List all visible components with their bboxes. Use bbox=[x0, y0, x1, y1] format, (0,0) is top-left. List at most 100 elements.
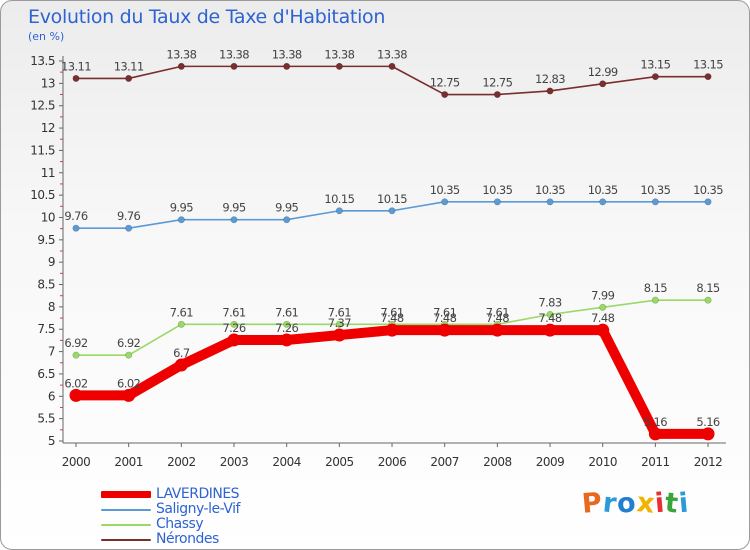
series-line-laverdines bbox=[71, 325, 714, 439]
y-tick-label: 12 bbox=[41, 121, 55, 135]
data-label: 13.38 bbox=[219, 47, 249, 61]
y-tick-label: 7 bbox=[48, 345, 55, 359]
data-label: 10.35 bbox=[640, 183, 670, 197]
y-tick-label: 9 bbox=[48, 255, 55, 269]
data-label: 13.38 bbox=[166, 47, 196, 61]
data-label: 7.48 bbox=[433, 311, 456, 325]
y-tick-label: 8.5 bbox=[37, 278, 55, 292]
data-label: 7.61 bbox=[275, 305, 298, 319]
data-label: 7.61 bbox=[486, 305, 509, 319]
y-tick-label: 6 bbox=[48, 389, 55, 403]
data-label: 9.95 bbox=[170, 201, 193, 215]
data-label: 7.61 bbox=[433, 305, 456, 319]
series-point bbox=[335, 320, 343, 328]
series-point bbox=[335, 62, 343, 70]
data-label: 13.11 bbox=[114, 59, 144, 73]
chart-title: Evolution du Taux de Taxe d'Habitation bbox=[28, 6, 386, 28]
chart-unit-label: (en %) bbox=[28, 30, 65, 43]
data-label: 7.61 bbox=[328, 305, 351, 319]
data-label: 10.35 bbox=[693, 183, 723, 197]
data-label: 7.48 bbox=[380, 311, 403, 325]
data-label: 8.15 bbox=[644, 281, 667, 295]
data-label: 7.83 bbox=[538, 295, 561, 309]
y-tick-label: 12.5 bbox=[30, 99, 55, 113]
data-label: 13.38 bbox=[324, 47, 354, 61]
data-label: 7.99 bbox=[591, 288, 614, 302]
series-point bbox=[441, 91, 449, 99]
data-label: 10.15 bbox=[324, 192, 354, 206]
data-label: 7.48 bbox=[591, 311, 614, 325]
data-label: 7.37 bbox=[328, 316, 351, 330]
series-point bbox=[230, 216, 238, 224]
data-label: 7.48 bbox=[538, 311, 561, 325]
data-label: 6.02 bbox=[117, 376, 140, 390]
y-tick-label: 13.5 bbox=[30, 54, 55, 68]
series-point bbox=[388, 207, 396, 215]
data-label: 12.75 bbox=[430, 76, 460, 90]
series-point bbox=[177, 62, 185, 70]
series-point bbox=[651, 296, 659, 304]
x-tick-label: 2001 bbox=[114, 455, 143, 469]
x-tick-label: 2008 bbox=[483, 455, 512, 469]
series-point bbox=[125, 224, 133, 232]
series-point bbox=[174, 358, 188, 372]
y-tick-label: 11.5 bbox=[30, 143, 55, 157]
y-tick-label: 8 bbox=[48, 300, 55, 314]
data-label: 5.16 bbox=[644, 415, 667, 429]
series-point bbox=[599, 303, 607, 311]
legend-swatch bbox=[101, 491, 151, 498]
data-label: 10.35 bbox=[430, 183, 460, 197]
legend-swatch bbox=[101, 524, 151, 526]
x-tick-label: 2003 bbox=[220, 455, 249, 469]
series-point bbox=[704, 198, 712, 206]
y-tick-label: 10.5 bbox=[30, 188, 55, 202]
x-tick-label: 2009 bbox=[536, 455, 565, 469]
data-label: 13.11 bbox=[61, 59, 91, 73]
data-label: 7.26 bbox=[222, 321, 245, 335]
y-tick-label: 11 bbox=[41, 166, 55, 180]
series-point bbox=[651, 73, 659, 81]
x-tick-label: 2012 bbox=[694, 455, 723, 469]
series-point bbox=[438, 323, 452, 337]
series-point bbox=[335, 207, 343, 215]
data-label: 13.15 bbox=[693, 58, 723, 72]
series-point bbox=[543, 323, 557, 337]
x-tick-label: 2010 bbox=[588, 455, 617, 469]
series-point bbox=[385, 323, 399, 337]
x-tick-label: 2011 bbox=[641, 455, 670, 469]
series-point bbox=[125, 74, 133, 82]
series-point bbox=[177, 216, 185, 224]
x-tick-label: 2002 bbox=[167, 455, 196, 469]
series-point bbox=[69, 388, 83, 402]
data-label: 9.95 bbox=[275, 201, 298, 215]
y-tick-label: 6.5 bbox=[37, 367, 55, 381]
data-label: 13.38 bbox=[377, 47, 407, 61]
series-point bbox=[651, 198, 659, 206]
series-point bbox=[177, 320, 185, 328]
series-point bbox=[125, 351, 133, 359]
x-tick-label: 2000 bbox=[62, 455, 91, 469]
x-tick-label: 2004 bbox=[272, 455, 301, 469]
y-tick-label: 9.5 bbox=[37, 233, 55, 247]
data-label: 12.75 bbox=[482, 76, 512, 90]
data-label: 6.02 bbox=[64, 376, 87, 390]
series-point bbox=[704, 296, 712, 304]
series-point bbox=[704, 73, 712, 81]
series-point bbox=[546, 87, 554, 95]
legend-label: Nérondes bbox=[156, 531, 219, 547]
data-label: 10.15 bbox=[377, 192, 407, 206]
series-point bbox=[648, 427, 662, 441]
data-label: 6.7 bbox=[173, 346, 190, 360]
data-label: 7.61 bbox=[222, 305, 245, 319]
series-point bbox=[280, 333, 294, 347]
data-label: 7.26 bbox=[275, 321, 298, 335]
series-point bbox=[283, 62, 291, 70]
legend-swatch bbox=[101, 539, 151, 541]
data-label: 10.35 bbox=[588, 183, 618, 197]
data-label: 12.99 bbox=[588, 65, 618, 79]
data-label: 13.15 bbox=[640, 58, 670, 72]
y-tick-label: 7.5 bbox=[37, 322, 55, 336]
data-label: 8.15 bbox=[696, 281, 719, 295]
legend-label: Chassy bbox=[156, 516, 204, 532]
